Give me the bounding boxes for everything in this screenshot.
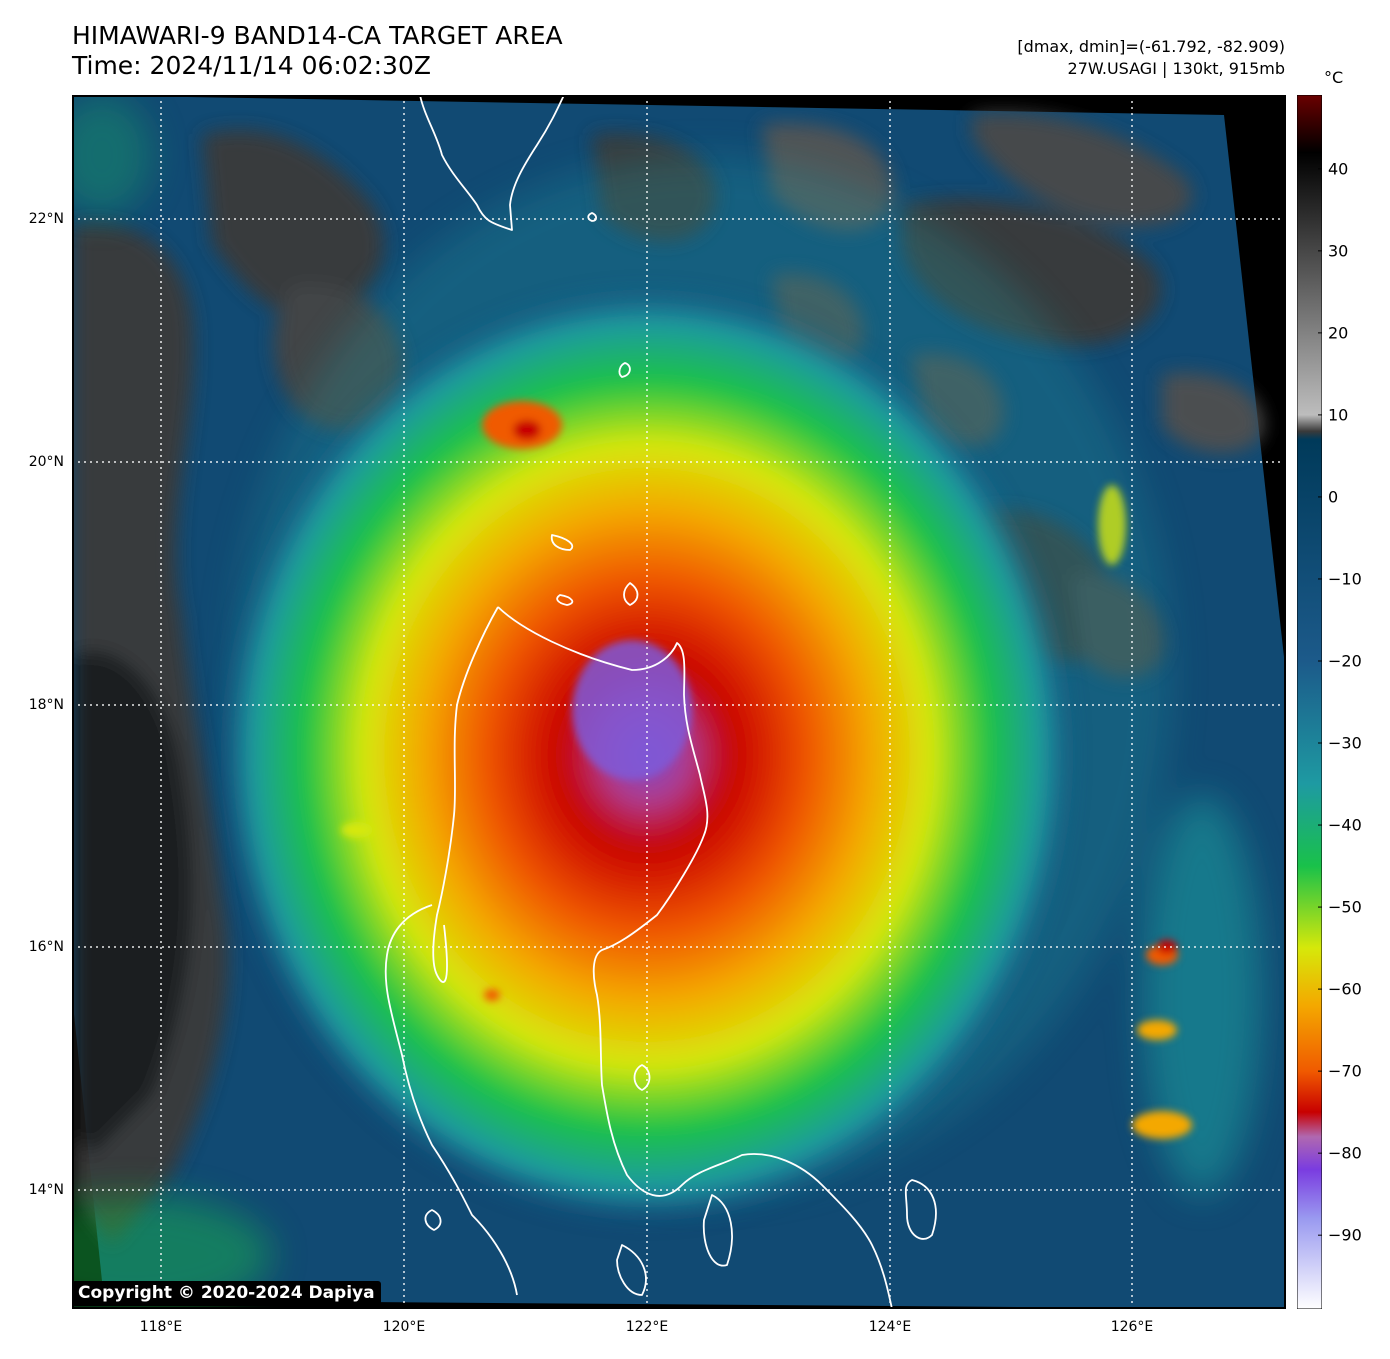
colorbar-tick-label: 0 <box>1328 487 1339 507</box>
colorbar-tick-label: 40 <box>1328 159 1349 179</box>
copyright-notice: Copyright © 2020-2024 Dapiya <box>72 1281 381 1306</box>
lat-label-20n: 20°N <box>28 454 64 470</box>
dmax-dmin-info: [dmax, dmin]=(-61.792, -82.909) <box>1017 37 1285 56</box>
colorbar-tick-label: −30 <box>1328 733 1362 753</box>
lat-label-22n: 22°N <box>28 211 64 227</box>
colorbar-tick-label: −70 <box>1328 1061 1362 1081</box>
lon-label-122e: 122°E <box>625 1319 669 1335</box>
chart-time: Time: 2024/11/14 06:02:30Z <box>72 51 431 80</box>
colorbar-tick-label: −60 <box>1328 979 1362 999</box>
lon-label-120e: 120°E <box>382 1319 426 1335</box>
map-border <box>72 95 1286 1309</box>
storm-info: 27W.USAGI | 130kt, 915mb <box>1067 59 1285 78</box>
colorbar-tick-label: 30 <box>1328 241 1349 261</box>
lat-label-16n: 16°N <box>28 939 64 955</box>
coastlines <box>384 95 937 1309</box>
colorbar-tick-label: −20 <box>1328 651 1362 671</box>
typhoon-eye-cold-top <box>572 640 692 780</box>
colorbar-tick-label: −90 <box>1328 1225 1362 1245</box>
convective-cells <box>341 401 1192 1139</box>
colorbar-unit: °C <box>1324 68 1344 87</box>
temperature-colorbar <box>1297 95 1322 1309</box>
gridlines <box>72 95 1286 1309</box>
satellite-map <box>72 95 1286 1309</box>
lon-label-124e: 124°E <box>868 1319 912 1335</box>
colorbar-tick-label: −80 <box>1328 1143 1362 1163</box>
chart-title: HIMAWARI-9 BAND14-CA TARGET AREA <box>72 21 563 50</box>
lat-label-14n: 14°N <box>28 1182 64 1198</box>
colorbar-tick-label: 20 <box>1328 323 1349 343</box>
colorbar-tick-label: −50 <box>1328 897 1362 917</box>
colorbar-tick-label: 10 <box>1328 405 1349 425</box>
colorbar-tick-label: −10 <box>1328 569 1362 589</box>
lat-label-18n: 18°N <box>28 697 64 713</box>
colorbar-tick-label: −40 <box>1328 815 1362 835</box>
lon-label-126e: 126°E <box>1110 1319 1154 1335</box>
lon-label-118e: 118°E <box>139 1319 183 1335</box>
